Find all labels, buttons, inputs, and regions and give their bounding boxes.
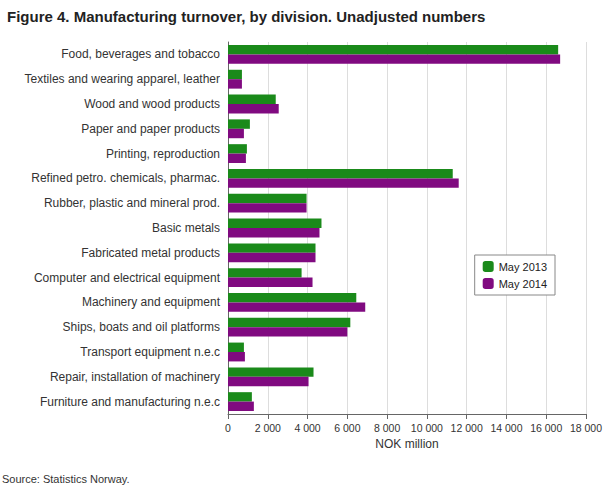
svg-text:Paper and paper products: Paper and paper products bbox=[81, 122, 220, 136]
svg-text:Computer and electrical equipm: Computer and electrical equipment bbox=[34, 271, 221, 285]
svg-text:6 000: 6 000 bbox=[334, 422, 360, 434]
svg-text:18 000: 18 000 bbox=[570, 422, 602, 434]
svg-text:Wood and wood products: Wood and wood products bbox=[84, 97, 220, 111]
svg-text:Repair, installation of machin: Repair, installation of machinery bbox=[50, 370, 220, 384]
svg-text:14 000: 14 000 bbox=[490, 422, 522, 434]
svg-text:8 000: 8 000 bbox=[374, 422, 400, 434]
svg-text:Printing, reproduction: Printing, reproduction bbox=[106, 147, 220, 161]
svg-text:16 000: 16 000 bbox=[530, 422, 562, 434]
svg-text:May 2014: May 2014 bbox=[499, 278, 547, 290]
svg-text:Furniture and manufacturing n.: Furniture and manufacturing n.e.c bbox=[40, 395, 220, 409]
svg-text:Refined petro. chemicals, phar: Refined petro. chemicals, pharmac. bbox=[31, 171, 220, 185]
svg-text:12 000: 12 000 bbox=[451, 422, 483, 434]
svg-text:Machinery and equipment: Machinery and equipment bbox=[82, 295, 221, 309]
svg-text:4 000: 4 000 bbox=[294, 422, 320, 434]
svg-text:10 000: 10 000 bbox=[411, 422, 443, 434]
svg-text:Food, beverages and tobacco: Food, beverages and tobacco bbox=[61, 47, 220, 61]
svg-text:Rubber, plastic and mineral pr: Rubber, plastic and mineral prod. bbox=[44, 196, 220, 210]
svg-text:0: 0 bbox=[225, 422, 231, 434]
svg-text:Figure 4. Manufacturing turnov: Figure 4. Manufacturing turnover, by div… bbox=[7, 8, 485, 25]
svg-text:2 000: 2 000 bbox=[255, 422, 281, 434]
svg-text:Transport equipment n.e.c: Transport equipment n.e.c bbox=[80, 345, 220, 359]
svg-text:Ships, boats and oil platforms: Ships, boats and oil platforms bbox=[63, 320, 220, 334]
svg-text:Basic metals: Basic metals bbox=[152, 221, 220, 235]
svg-text:Textiles and wearing apparel,: Textiles and wearing apparel, leather bbox=[25, 72, 220, 86]
svg-text:NOK million: NOK million bbox=[375, 437, 438, 451]
svg-text:Source: Statistics Norway.: Source: Statistics Norway. bbox=[2, 473, 130, 485]
svg-text:Fabricated metal products: Fabricated metal products bbox=[81, 246, 220, 260]
svg-text:May 2013: May 2013 bbox=[499, 261, 547, 273]
